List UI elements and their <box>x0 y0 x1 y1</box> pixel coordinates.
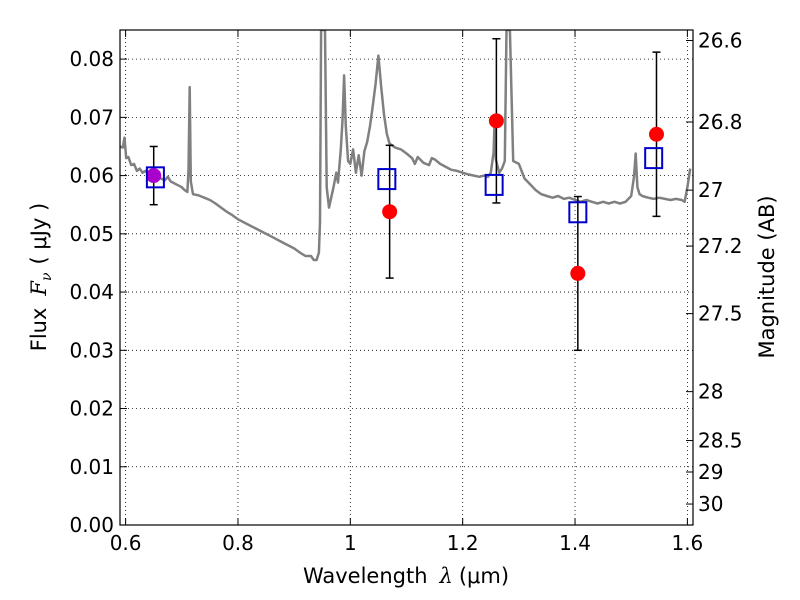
x-tick-label: 1.4 <box>559 531 591 555</box>
x-tick-label: 1 <box>344 531 357 555</box>
ticks <box>120 30 693 526</box>
magnitude-tick-labels: 26.6 26.8 27 27.2 27.5 28 28.5 29 30 <box>698 28 743 516</box>
observed-point <box>570 265 586 281</box>
grid <box>120 30 693 526</box>
magnitude-axis-label: Magnitude (AB) <box>755 195 779 358</box>
y-tick-label: 0.01 <box>69 455 114 479</box>
magnitude-tick-label: 27.5 <box>698 302 743 326</box>
magnitude-tick-label: 26.8 <box>698 110 743 134</box>
x-tick-label: 1.2 <box>447 531 479 555</box>
y-tick-labels: 0.00 0.01 0.02 0.03 0.04 0.05 0.06 0.07 0.08 <box>69 47 114 537</box>
y-tick-label: 0.05 <box>69 222 114 246</box>
y-tick-label: 0.04 <box>69 280 114 304</box>
x-tick-labels: 0.6 0.8 1 1.2 1.4 1.6 <box>110 531 704 555</box>
y-tick-label: 0.07 <box>69 105 114 129</box>
y-tick-label: 0.08 <box>69 47 114 71</box>
model-point <box>484 173 504 196</box>
magnitude-tick-label: 27.2 <box>698 234 743 258</box>
model-point <box>377 168 397 191</box>
model-layer <box>145 147 664 224</box>
x-tick-label: 1.6 <box>671 531 703 555</box>
y-tick-label: 0.02 <box>69 397 114 421</box>
spectrum-line <box>120 30 692 262</box>
magnitude-tick-label: 28 <box>698 380 723 404</box>
model-point <box>145 166 165 189</box>
plot-frame <box>119 29 694 526</box>
observed-point <box>648 126 664 142</box>
observed-point <box>382 204 398 220</box>
magnitude-tick-label: 29 <box>698 460 723 484</box>
x-tick-label: 0.6 <box>110 531 142 555</box>
magnitude-tick-label: 27 <box>698 178 723 202</box>
observed-layer <box>146 113 664 281</box>
y-tick-label: 0.06 <box>69 164 114 188</box>
spectrum-layer <box>120 30 692 262</box>
observed-point <box>488 113 504 129</box>
magnitude-tick-label: 28.5 <box>698 429 743 453</box>
y-axis-label: FluxFν( μJy ) <box>27 203 55 351</box>
y-tick-label: 0.00 <box>69 513 114 537</box>
x-tick-label: 0.8 <box>222 531 254 555</box>
magnitude-tick-label: 26.6 <box>698 28 743 52</box>
magnitude-tick-label: 30 <box>698 492 723 516</box>
y-tick-label: 0.03 <box>69 338 114 362</box>
model-point <box>568 201 588 224</box>
model-point <box>644 147 664 170</box>
observed-point <box>146 168 162 184</box>
x-axis-label: Wavelength λ (μm) <box>303 564 509 588</box>
